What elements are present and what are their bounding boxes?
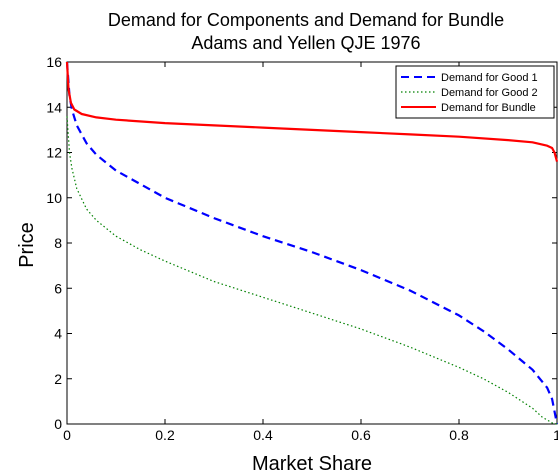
- y-tick-label: 10: [46, 190, 62, 206]
- x-tick-label: 1: [553, 427, 558, 443]
- x-tick-label: 0: [63, 427, 71, 443]
- y-tick-label: 12: [46, 145, 62, 161]
- y-tick-label: 6: [54, 280, 62, 296]
- x-axis-label: Market Share: [252, 453, 372, 475]
- chart-title-line-2: Adams and Yellen QJE 1976: [191, 33, 420, 53]
- chart-title-line-1: Demand for Components and Demand for Bun…: [108, 10, 504, 30]
- legend-label-1: Demand for Good 1: [441, 72, 538, 84]
- y-tick-label: 16: [46, 54, 62, 70]
- y-tick-label: 14: [46, 99, 62, 115]
- series-line-2: [66, 116, 558, 425]
- y-tick-label: 4: [54, 326, 62, 342]
- y-axis-label: Price: [16, 222, 38, 268]
- series-line-1: [65, 61, 558, 425]
- x-tick-label: 0.8: [449, 427, 469, 443]
- y-tick-label: 8: [54, 235, 62, 251]
- x-tick-label: 0.2: [155, 427, 175, 443]
- legend-label-3: Demand for Bundle: [441, 102, 536, 114]
- legend-label-2: Demand for Good 2: [441, 87, 538, 99]
- y-tick-label: 2: [54, 371, 62, 387]
- x-tick-label: 0.6: [351, 427, 371, 443]
- y-tick-label: 0: [54, 416, 62, 432]
- x-tick-label: 0.4: [253, 427, 273, 443]
- series-line-3: [65, 61, 558, 162]
